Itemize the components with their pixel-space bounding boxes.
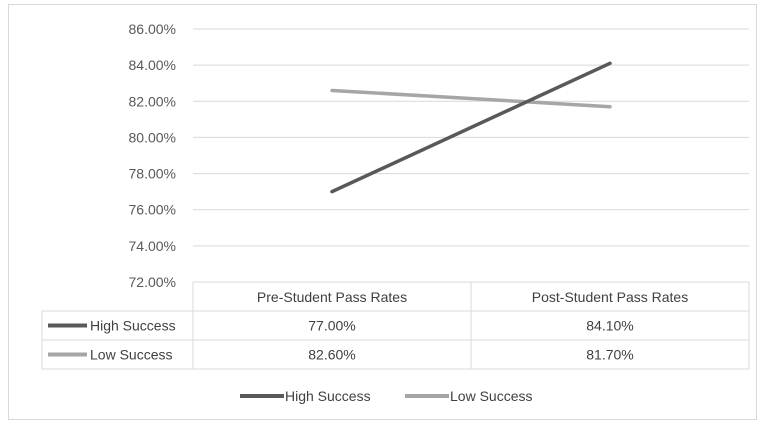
- table-value-1-1: 81.70%: [586, 347, 633, 363]
- table-value-0-0: 77.00%: [308, 318, 355, 334]
- y-tick-label-7: 72.00%: [129, 274, 176, 290]
- category-label-0: Pre-Student Pass Rates: [257, 289, 407, 305]
- table-series-name-0: High Success: [90, 318, 176, 334]
- table-value-1-0: 82.60%: [308, 347, 355, 363]
- series-line-1: [330, 88, 612, 109]
- category-label-1: Post-Student Pass Rates: [532, 289, 688, 305]
- table-series-name-1: Low Success: [90, 347, 172, 363]
- y-tick-label-1: 84.00%: [129, 57, 176, 73]
- y-tick-label-2: 82.00%: [129, 93, 176, 109]
- y-tick-label-5: 76.00%: [129, 202, 176, 218]
- series-line-0: [330, 61, 612, 194]
- y-tick-label-0: 86.00%: [129, 21, 176, 37]
- y-tick-label-6: 74.00%: [129, 238, 176, 254]
- chart-border: [8, 4, 757, 420]
- legend-label-0: High Success: [285, 388, 371, 404]
- y-tick-label-3: 80.00%: [129, 129, 176, 145]
- y-tick-label-4: 78.00%: [129, 166, 176, 182]
- legend-label-1: Low Success: [450, 388, 532, 404]
- table-value-0-1: 84.10%: [586, 318, 633, 334]
